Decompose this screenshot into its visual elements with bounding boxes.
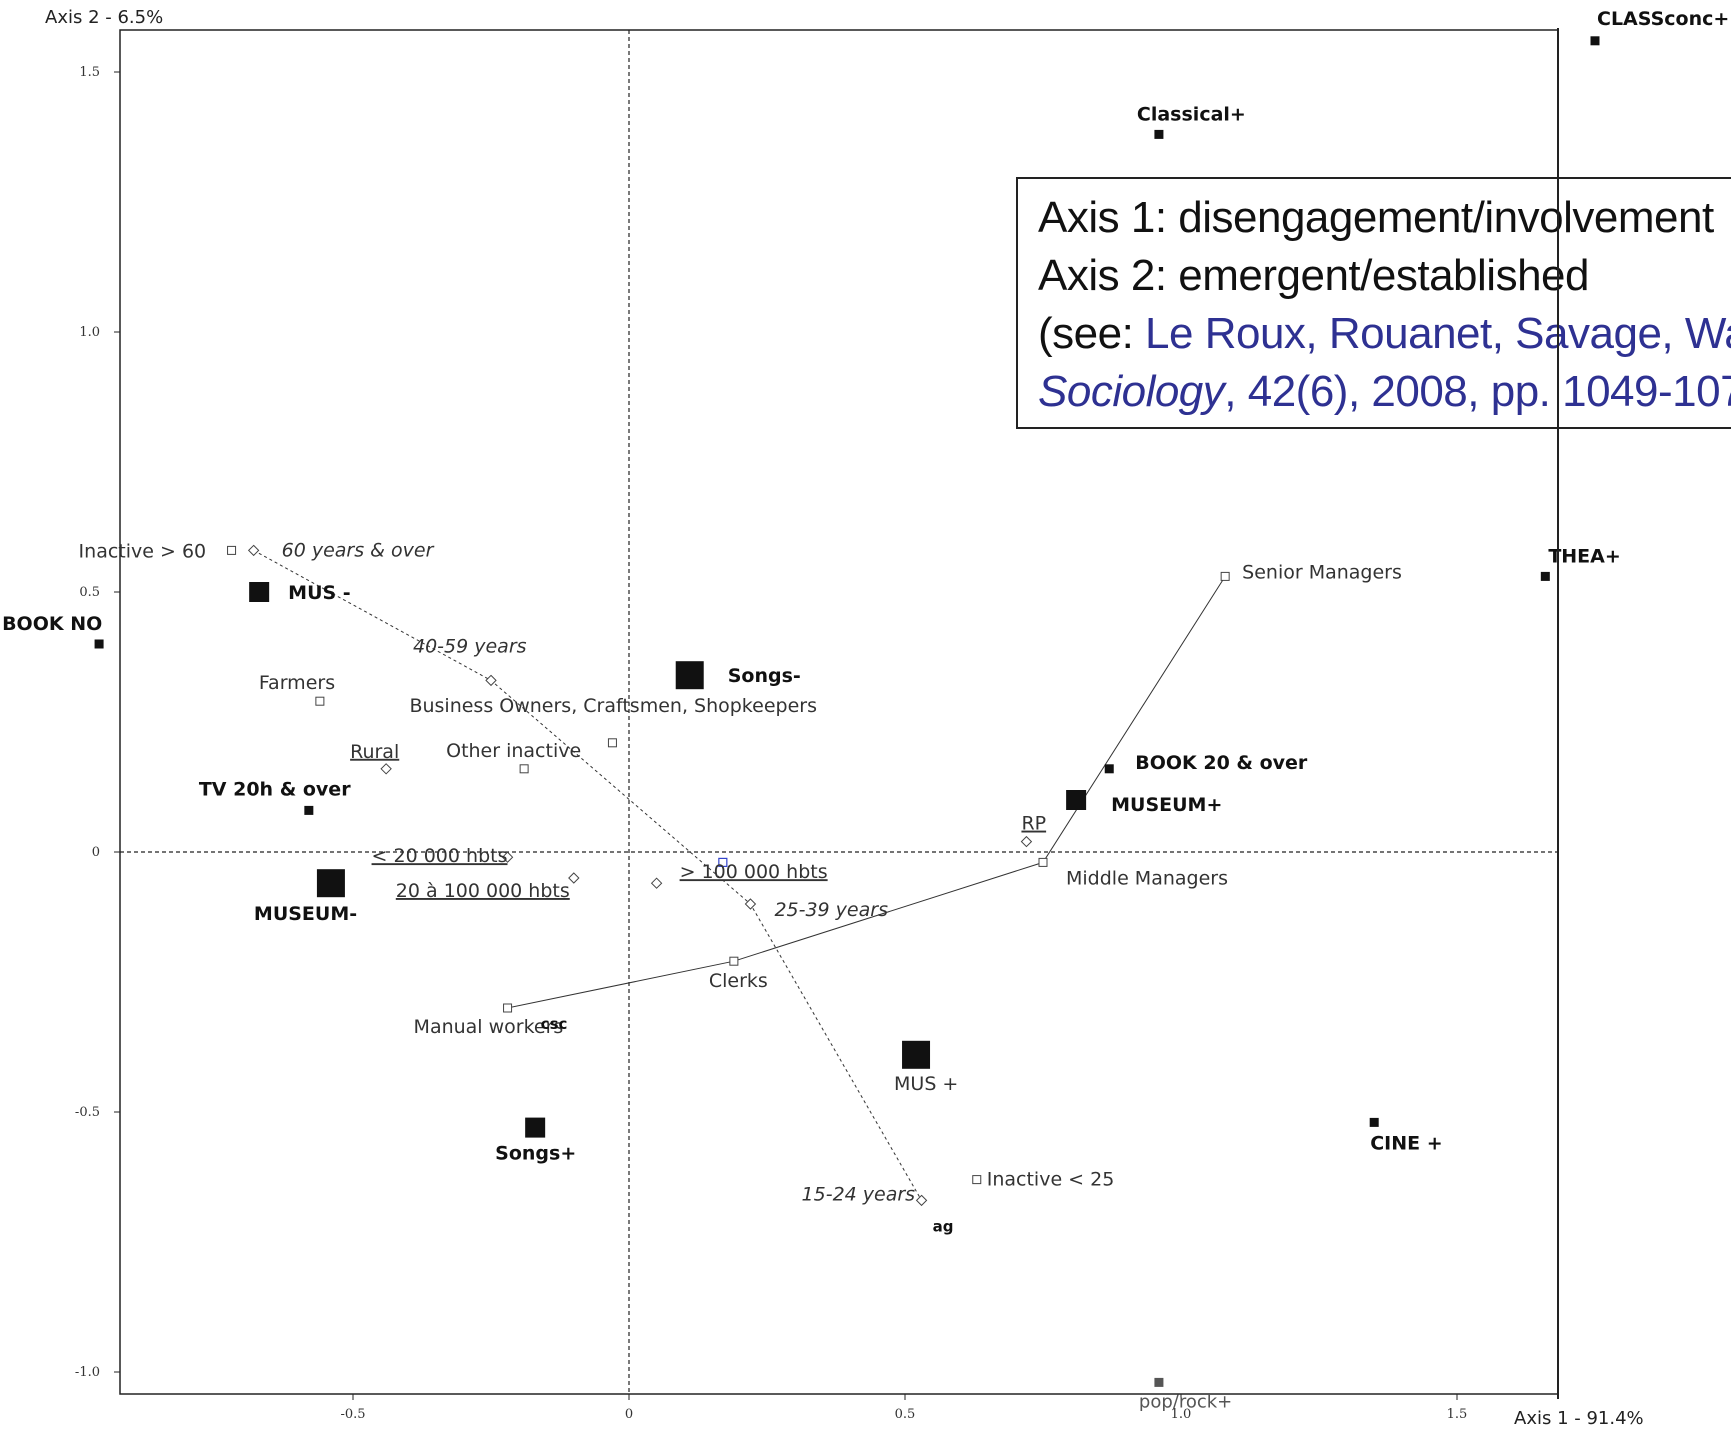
note-line-2: Axis 2: emergent/established bbox=[1038, 251, 1589, 300]
x-tick-label: 0 bbox=[625, 1407, 633, 1422]
point-marker bbox=[503, 1003, 513, 1013]
point-label: > 100 000 hbts bbox=[680, 861, 828, 883]
point-label: CINE + bbox=[1370, 1132, 1442, 1154]
x-tick-label: -0.5 bbox=[340, 1407, 365, 1422]
point-label: 25-39 years bbox=[774, 899, 888, 921]
point-marker bbox=[249, 582, 270, 602]
data-points bbox=[94, 36, 1600, 1387]
point-marker bbox=[718, 857, 728, 868]
point-label: BOOK NO bbox=[2, 613, 102, 635]
point-label: MUSEUM+ bbox=[1111, 794, 1222, 816]
point-label: CLASSconc+ bbox=[1597, 8, 1729, 30]
reference-lines bbox=[120, 30, 1558, 1394]
note-see-prefix: (see: bbox=[1038, 309, 1146, 358]
point-label: THEA+ bbox=[1548, 545, 1620, 567]
point-label: MUS - bbox=[288, 582, 351, 604]
axis-interpretation-note: Axis 1: disengagement/involvement Axis 2… bbox=[1016, 177, 1731, 429]
point-label: Business Owners, Craftsmen, Shopkeepers bbox=[409, 695, 817, 717]
point-marker bbox=[972, 1175, 982, 1185]
point-marker bbox=[315, 696, 325, 706]
connecting-line bbox=[507, 576, 1226, 1009]
point-label: 60 years & over bbox=[282, 539, 435, 561]
point-marker bbox=[380, 763, 392, 775]
note-line-4: Sociology, 42(6), 2008, pp. 1049-1070) bbox=[1038, 363, 1731, 421]
point-label: Classical+ bbox=[1137, 103, 1246, 125]
point-marker bbox=[227, 545, 237, 555]
point-marker bbox=[1154, 1377, 1164, 1387]
x-tick-label: 0.5 bbox=[895, 1407, 916, 1422]
y-tick-label: -0.5 bbox=[75, 1105, 100, 1120]
plot-frame-right-edge bbox=[1557, 28, 1559, 1399]
y-tick-label: -1.0 bbox=[75, 1365, 100, 1380]
point-marker bbox=[1540, 571, 1550, 581]
point-label: 40-59 years bbox=[413, 635, 527, 657]
point-marker bbox=[607, 738, 617, 748]
point-label: Middle Managers bbox=[1066, 867, 1228, 889]
note-reference-citation[interactable]: , 42(6), 2008, pp. 1049-1070 bbox=[1224, 367, 1731, 416]
point-label: pop/rock+ bbox=[1139, 1391, 1232, 1412]
y-tick-label: 1.5 bbox=[79, 65, 100, 80]
point-marker bbox=[675, 661, 704, 690]
point-labels: CLASSconc+ Classical+ THEA+ MUS - BOOK NO Son… bbox=[2, 8, 1729, 1413]
point-marker bbox=[94, 639, 104, 649]
point-label: Manual workers bbox=[414, 1016, 564, 1038]
point-label: MUSEUM- bbox=[254, 903, 357, 925]
point-marker bbox=[519, 764, 529, 774]
annotation-label: csc bbox=[541, 1015, 568, 1033]
y-tick-label: 0.5 bbox=[79, 585, 100, 600]
point-marker bbox=[902, 1040, 931, 1069]
annotation-label: ag bbox=[933, 1218, 954, 1236]
point-marker bbox=[1104, 764, 1114, 774]
note-reference-authors[interactable]: Le Roux, Rouanet, Savage, Ward bbox=[1145, 309, 1731, 358]
point-label: Songs+ bbox=[495, 1143, 576, 1165]
point-label: Songs- bbox=[728, 665, 801, 687]
point-marker bbox=[247, 544, 260, 557]
point-label: RP bbox=[1021, 813, 1046, 835]
point-marker bbox=[729, 956, 739, 966]
point-marker bbox=[1066, 790, 1087, 810]
point-marker bbox=[1369, 1117, 1379, 1127]
note-line-1: Axis 1: disengagement/involvement bbox=[1038, 193, 1714, 242]
point-marker bbox=[304, 805, 314, 815]
x-tick-label: 1.0 bbox=[1171, 1407, 1192, 1422]
point-label: TV 20h & over bbox=[199, 778, 351, 800]
point-label: Other inactive bbox=[446, 740, 581, 762]
point-label: Clerks bbox=[709, 970, 768, 992]
point-marker bbox=[316, 869, 345, 898]
point-marker bbox=[485, 674, 497, 687]
point-label: Inactive < 25 bbox=[987, 1169, 1115, 1191]
y-tick-label: 1.0 bbox=[79, 325, 100, 340]
point-label: Inactive > 60 bbox=[79, 540, 207, 562]
point-label: < 20 000 hbts bbox=[372, 845, 508, 867]
y-axis-title: Axis 2 - 6.5% bbox=[45, 7, 163, 28]
point-marker bbox=[568, 872, 580, 884]
point-marker bbox=[650, 877, 663, 889]
y-tick-label: 0 bbox=[92, 845, 100, 860]
point-marker bbox=[1038, 857, 1048, 867]
x-tick-label: 1.5 bbox=[1447, 1407, 1468, 1422]
point-label: MUS + bbox=[894, 1073, 958, 1095]
note-reference-journal[interactable]: Sociology bbox=[1038, 367, 1225, 416]
point-label: BOOK 20 & over bbox=[1135, 752, 1308, 774]
x-axis-title: Axis 1 - 91.4% bbox=[1514, 1408, 1644, 1429]
point-label: 20 à 100 000 hbts bbox=[396, 880, 570, 902]
point-marker bbox=[1590, 36, 1600, 46]
point-label: Senior Managers bbox=[1242, 561, 1402, 583]
series-lines bbox=[253, 549, 1226, 1201]
point-marker bbox=[501, 851, 514, 863]
point-marker bbox=[525, 1117, 546, 1138]
note-line-3: (see: Le Roux, Rouanet, Savage, Ward bbox=[1038, 305, 1731, 363]
axis-ticks: -0.5 0 0.5 1.0 1.5 1.5 1.0 0.5 0 -0.5 -1.0 bbox=[75, 65, 1467, 1422]
point-marker bbox=[744, 898, 757, 910]
point-marker bbox=[1154, 129, 1164, 139]
point-label: 15-24 years bbox=[802, 1183, 916, 1205]
point-marker bbox=[1220, 571, 1230, 581]
point-marker bbox=[1020, 835, 1033, 848]
point-label: Rural bbox=[350, 741, 399, 763]
point-label: Farmers bbox=[259, 672, 335, 694]
point-marker bbox=[915, 1194, 928, 1207]
